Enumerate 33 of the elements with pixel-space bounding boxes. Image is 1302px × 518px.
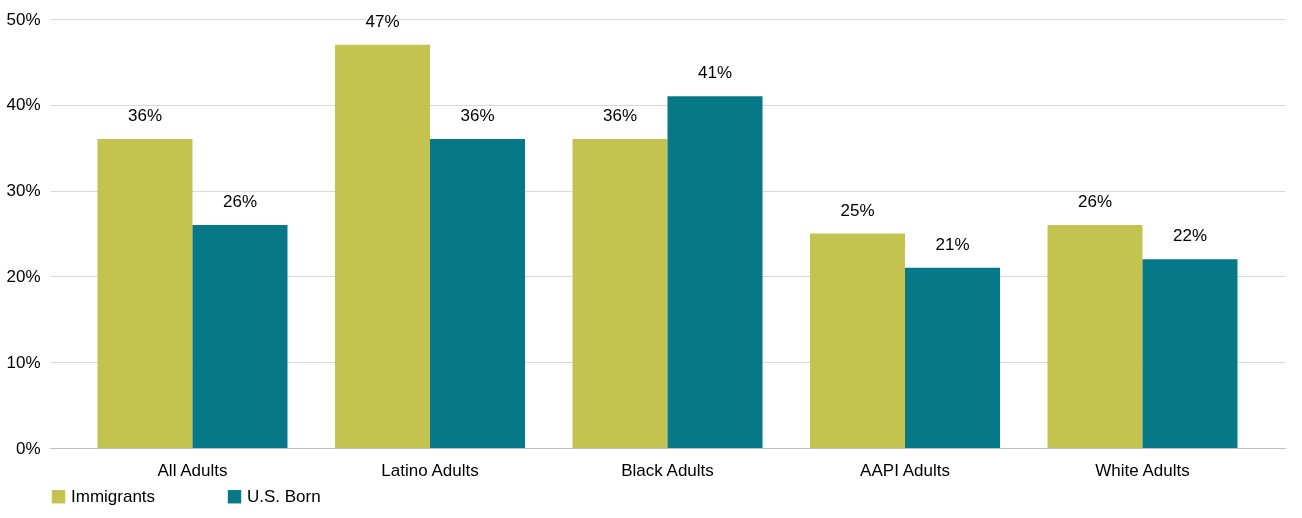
data-label: 22% [1172,226,1208,246]
bar [810,233,905,448]
x-tick-label: All Adults [157,460,228,480]
bar [905,267,1000,448]
bar [572,139,668,448]
x-tick-label: Latino Adults [381,460,479,480]
data-label: 36% [602,106,638,126]
y-tick-label: 10% [6,352,41,372]
bar [1047,224,1143,448]
data-label: 36% [127,106,163,126]
data-label: 36% [460,106,495,126]
y-tick-label: 0% [15,438,41,458]
bar [1142,259,1238,448]
y-tick-label: 40% [6,95,41,115]
bar [97,139,193,448]
y-tick-label: 20% [6,266,41,286]
data-label: 21% [935,234,970,254]
x-tick-label: Black Adults [621,460,714,480]
legend-label: U.S. Born [247,486,321,506]
x-tick-label: AAPI Adults [860,460,950,480]
data-label: 26% [222,191,258,211]
bar [430,139,525,448]
bar [192,224,288,448]
data-label: 47% [365,11,400,31]
legend-label: Immigrants [71,486,156,506]
y-tick-label: 30% [6,181,41,201]
data-label: 41% [697,63,733,83]
bar [335,44,430,448]
data-label: 25% [840,200,875,220]
bar [667,96,763,448]
x-tick-label: White Adults [1095,460,1190,480]
y-tick-label: 50% [6,9,41,29]
data-label: 26% [1077,191,1113,211]
